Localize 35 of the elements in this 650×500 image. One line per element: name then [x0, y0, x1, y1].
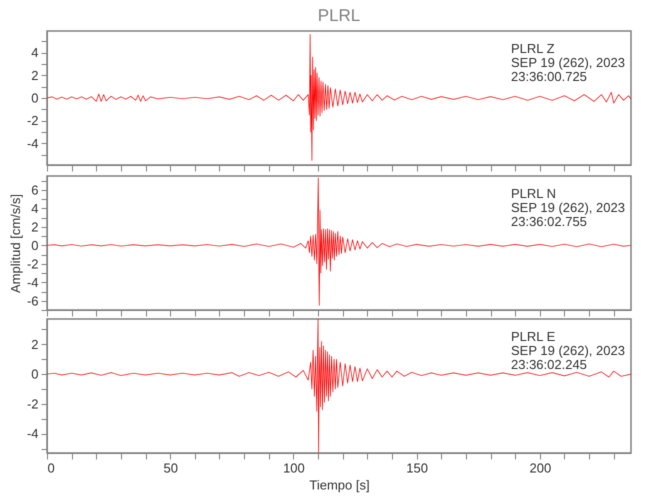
- x-tick-label: 200: [529, 460, 552, 476]
- y-tick-label: -2: [26, 396, 38, 412]
- y-tick-label: -2: [26, 256, 38, 272]
- y-tick-label: 6: [31, 182, 38, 198]
- y-tick-label: 2: [31, 219, 38, 234]
- x-tick-label: 100: [283, 460, 305, 476]
- annotation: 23:36:02.755: [511, 214, 587, 229]
- y-tick-label: 4: [31, 45, 38, 60]
- x-tick-label: 50: [163, 460, 178, 476]
- y-tick-label: 2: [31, 336, 38, 352]
- y-tick-label: 4: [31, 200, 38, 216]
- annotation: PLRL E: [511, 329, 556, 344]
- line-series: [47, 34, 631, 161]
- y-tick-label: -6: [26, 293, 38, 308]
- y-tick-label: 0: [31, 366, 38, 382]
- y-tick-label: -4: [26, 136, 38, 151]
- annotation: SEP 19 (262), 2023: [511, 55, 625, 70]
- annotation: 23:36:02.245: [511, 357, 587, 372]
- y-axis-title: Amplitud [cm/s/s]: [8, 194, 23, 293]
- x-tick-label: 150: [406, 460, 428, 476]
- y-tick-label: -4: [26, 274, 38, 290]
- line-series: [47, 178, 631, 306]
- annotation: PLRL Z: [511, 41, 555, 56]
- chart-title: PLRL: [318, 6, 360, 25]
- y-tick-label: 0: [31, 90, 38, 106]
- y-tick-label: 2: [31, 68, 38, 83]
- annotation: SEP 19 (262), 2023: [511, 343, 625, 358]
- x-tick-label: 0: [48, 460, 55, 476]
- annotation: 23:36:00.725: [511, 69, 587, 84]
- annotation: PLRL N: [511, 186, 556, 201]
- y-tick-label: -4: [26, 426, 38, 442]
- x-axis-title: Tiempo [s]: [309, 478, 370, 492]
- y-tick-label: 0: [31, 238, 38, 253]
- y-tick-label: -2: [26, 113, 38, 128]
- annotation: SEP 19 (262), 2023: [511, 200, 625, 215]
